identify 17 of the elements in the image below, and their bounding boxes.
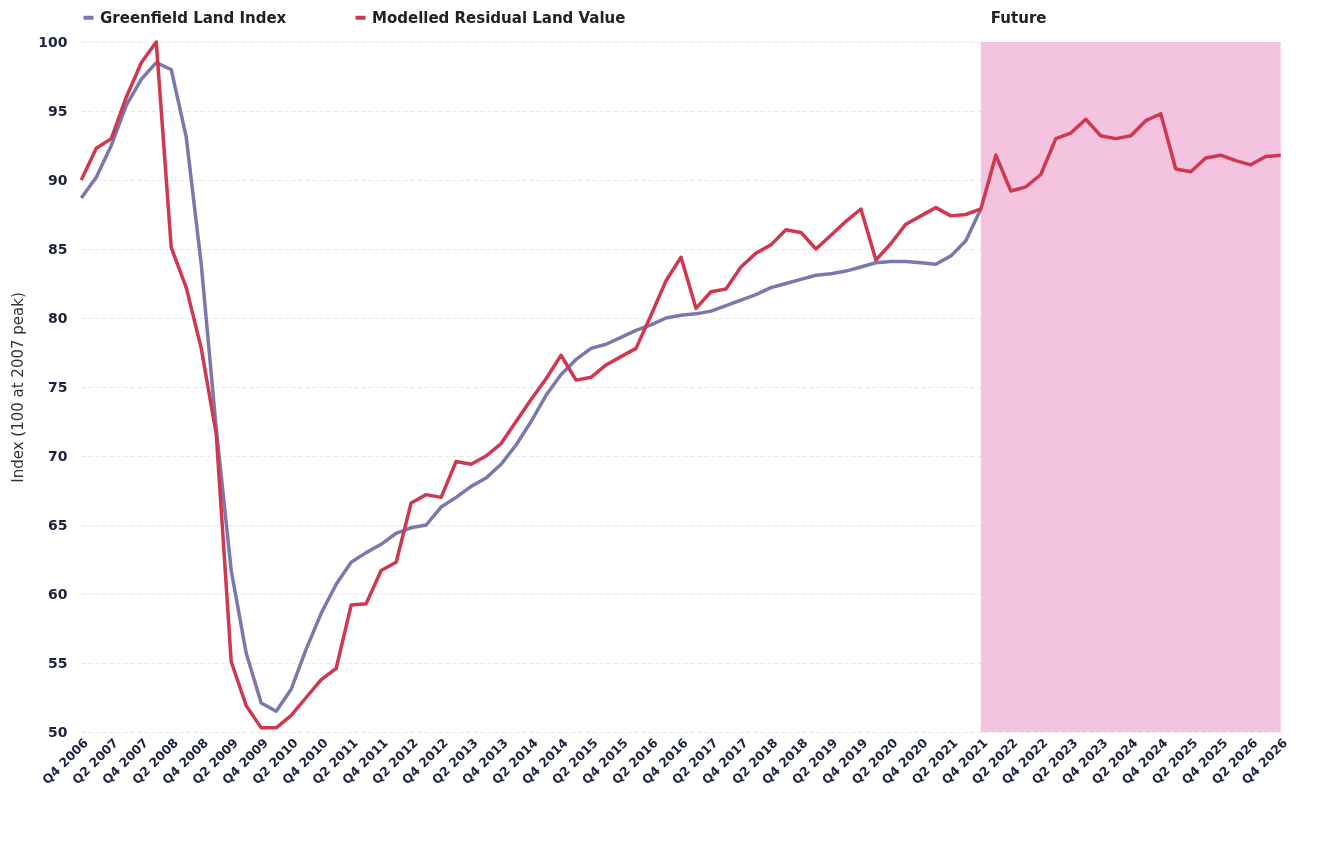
legend-label: Greenfield Land Index bbox=[100, 8, 287, 27]
band-label: Future bbox=[990, 9, 1047, 27]
y-tick-label: 100 bbox=[38, 33, 68, 50]
y-tick-label: 70 bbox=[48, 447, 68, 464]
y-tick-label: 95 bbox=[48, 102, 68, 119]
line-series bbox=[79, 60, 983, 714]
y-axis-title: Index (100 at 2007 peak) bbox=[9, 292, 28, 483]
y-tick-label: 90 bbox=[48, 171, 68, 188]
y-tick-label: 60 bbox=[48, 585, 68, 602]
y-tick-label: 75 bbox=[48, 378, 68, 395]
y-tick-label: 50 bbox=[48, 723, 68, 740]
line-series bbox=[79, 40, 1283, 730]
y-tick-label: 65 bbox=[48, 516, 68, 533]
y-tick-label: 80 bbox=[48, 309, 68, 326]
y-tick-label: 55 bbox=[48, 654, 68, 671]
y-tick-label: 85 bbox=[48, 240, 68, 257]
legend-label: Modelled Residual Land Value bbox=[372, 8, 626, 27]
